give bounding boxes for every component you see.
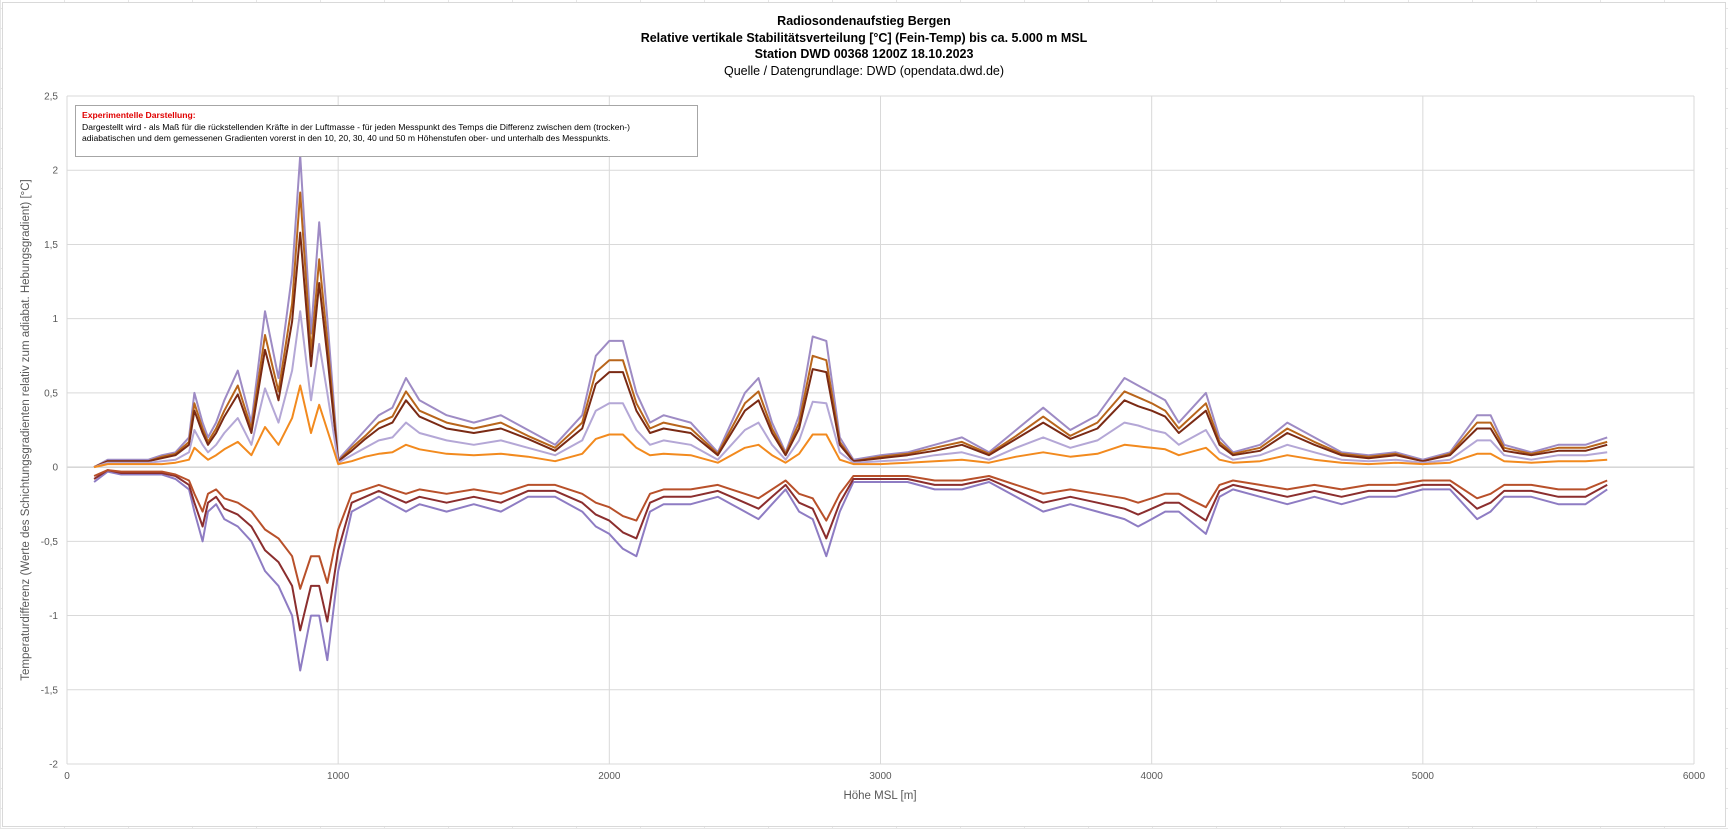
series-line-4 (93, 154, 1608, 468)
series-line-1 (93, 470, 1608, 672)
annotation-box[interactable]: Experimentelle Darstellung: Dargestellt … (75, 105, 698, 157)
x-tick-label: 0 (64, 771, 70, 782)
chart-title-block: Radiosondenaufstieg Bergen Relative vert… (0, 13, 1728, 79)
chart-title-line-3: Station DWD 00368 1200Z 18.10.2023 (754, 47, 974, 61)
y-tick-label: -0,5 (41, 537, 59, 548)
series-line-6 (93, 231, 1608, 469)
chart-title-line-2: Relative vertikale Stabilitätsverteilung… (640, 30, 1088, 45)
gridlines (66, 95, 1695, 765)
y-tick-label: 1,5 (44, 240, 58, 251)
y-tick-label: -1,5 (41, 685, 59, 696)
series-line-2 (93, 469, 1608, 632)
y-tick-label: 2 (52, 166, 58, 177)
series-line-7 (93, 310, 1608, 469)
y-axis-title: Temperaturdifferenz (Werte des Schichtun… (20, 179, 32, 681)
chart-subtitle: Quelle / Datengrundlage: DWD (opendata.d… (723, 63, 1005, 78)
annotation-heading: Experimentelle Darstellung: (82, 110, 196, 120)
x-tick-label: 2000 (598, 771, 621, 782)
y-tick-label: 0,5 (44, 388, 58, 399)
y-tick-label: 2,5 (44, 92, 58, 103)
x-tick-label: 4000 (1141, 771, 1164, 782)
series-line-8 (93, 384, 1608, 469)
x-tick-label: 6000 (1683, 771, 1706, 782)
x-tick-label: 5000 (1412, 771, 1435, 782)
tick-labels: 2,5 2 1,5 1 0,5 0 -0,5 -1 -1,5 -2 0 1000 2000 3000 400… (41, 92, 1706, 783)
series-line-3 (93, 469, 1608, 590)
y-tick-label: 1 (52, 314, 58, 325)
chart-title-line-1: Radiosondenaufstieg Bergen (777, 14, 951, 28)
x-axis-title: Höhe MSL [m] (843, 790, 916, 802)
x-tick-label: 1000 (327, 771, 350, 782)
series-lines (93, 154, 1608, 672)
annotation-line-2: adiabatischen und dem gemessenen Gradien… (82, 133, 611, 143)
y-tick-label: 0 (52, 463, 58, 474)
y-tick-label: -2 (49, 760, 58, 771)
annotation-line-1: Dargestellt wird - als Maß für die rücks… (82, 121, 631, 132)
x-tick-label: 3000 (869, 771, 892, 782)
y-tick-label: -1 (49, 611, 58, 622)
